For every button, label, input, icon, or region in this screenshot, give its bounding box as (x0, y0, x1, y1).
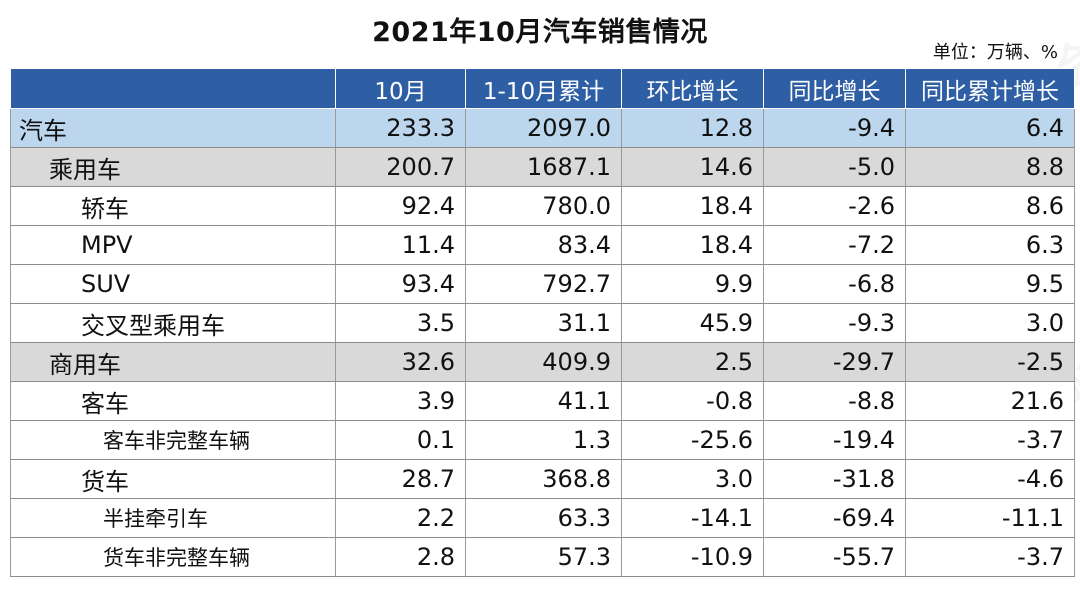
value-cell: 1687.1 (465, 147, 622, 187)
value-cell: -11.1 (905, 498, 1075, 538)
row-label: 乘用车 (10, 147, 336, 187)
value-cell: 6.4 (905, 108, 1075, 148)
sales-table: 10月 1-10月累计 环比增长 同比增长 同比累计增长 汽车 233.3 2097… (10, 68, 1075, 577)
table-row: 交叉型乘用车 3.5 31.1 45.9 -9.3 3.0 (10, 303, 1075, 343)
row-label: MPV (10, 225, 336, 265)
value-cell: 11.4 (335, 225, 466, 265)
value-cell: -8.8 (763, 381, 906, 421)
value-cell: 200.7 (335, 147, 466, 187)
value-cell: 18.4 (621, 186, 764, 226)
value-cell: -25.6 (621, 420, 764, 460)
value-cell: 92.4 (335, 186, 466, 226)
value-cell: -2.5 (905, 342, 1075, 382)
header-cell (10, 68, 336, 109)
value-cell: 2097.0 (465, 108, 622, 148)
row-label: SUV (10, 264, 336, 304)
value-cell: -14.1 (621, 498, 764, 538)
table-row: 汽车 233.3 2097.0 12.8 -9.4 6.4 (10, 108, 1075, 148)
value-cell: 1.3 (465, 420, 622, 460)
value-cell: 18.4 (621, 225, 764, 265)
table-row: MPV 11.4 83.4 18.4 -7.2 6.3 (10, 225, 1075, 265)
table-row: 货车非完整车辆 2.8 57.3 -10.9 -55.7 -3.7 (10, 537, 1075, 577)
value-cell: 3.5 (335, 303, 466, 343)
row-label: 交叉型乘用车 (10, 303, 336, 343)
value-cell: -7.2 (763, 225, 906, 265)
row-label: 客车非完整车辆 (10, 420, 336, 460)
value-cell: -69.4 (763, 498, 906, 538)
page-title: 2021年10月汽车销售情况 (372, 17, 708, 48)
table-row: 货车 28.7 368.8 3.0 -31.8 -4.6 (10, 459, 1075, 499)
value-cell: 3.9 (335, 381, 466, 421)
value-cell: -2.6 (763, 186, 906, 226)
value-cell: -4.6 (905, 459, 1075, 499)
row-label: 商用车 (10, 342, 336, 382)
row-label: 货车非完整车辆 (10, 537, 336, 577)
value-cell: -3.7 (905, 537, 1075, 577)
value-cell: 93.4 (335, 264, 466, 304)
header-row: 10月 1-10月累计 环比增长 同比增长 同比累计增长 (10, 68, 1075, 109)
header-cell: 10月 (335, 68, 466, 109)
value-cell: 792.7 (465, 264, 622, 304)
value-cell: -3.7 (905, 420, 1075, 460)
value-cell: 41.1 (465, 381, 622, 421)
value-cell: 63.3 (465, 498, 622, 538)
table-row: 半挂牵引车 2.2 63.3 -14.1 -69.4 -11.1 (10, 498, 1075, 538)
row-label: 轿车 (10, 186, 336, 226)
row-label: 客车 (10, 381, 336, 421)
value-cell: -9.4 (763, 108, 906, 148)
value-cell: 31.1 (465, 303, 622, 343)
row-label: 货车 (10, 459, 336, 499)
value-cell: 21.6 (905, 381, 1075, 421)
value-cell: 14.6 (621, 147, 764, 187)
value-cell: 12.8 (621, 108, 764, 148)
value-cell: -9.3 (763, 303, 906, 343)
row-label: 半挂牵引车 (10, 498, 336, 538)
value-cell: -19.4 (763, 420, 906, 460)
unit-note: 单位：万辆、% (932, 42, 1058, 63)
header-cell: 同比累计增长 (905, 68, 1075, 109)
table-row: 商用车 32.6 409.9 2.5 -29.7 -2.5 (10, 342, 1075, 382)
header-cell: 1-10月累计 (465, 68, 622, 109)
header-cell: 同比增长 (763, 68, 906, 109)
value-cell: 3.0 (905, 303, 1075, 343)
row-label: 汽车 (10, 108, 336, 148)
value-cell: -0.8 (621, 381, 764, 421)
table-row: 轿车 92.4 780.0 18.4 -2.6 8.6 (10, 186, 1075, 226)
value-cell: 8.8 (905, 147, 1075, 187)
value-cell: 233.3 (335, 108, 466, 148)
value-cell: 28.7 (335, 459, 466, 499)
value-cell: -29.7 (763, 342, 906, 382)
value-cell: 8.6 (905, 186, 1075, 226)
value-cell: 45.9 (621, 303, 764, 343)
table-row: 乘用车 200.7 1687.1 14.6 -5.0 8.8 (10, 147, 1075, 187)
value-cell: -55.7 (763, 537, 906, 577)
value-cell: -5.0 (763, 147, 906, 187)
value-cell: 32.6 (335, 342, 466, 382)
value-cell: 3.0 (621, 459, 764, 499)
value-cell: 6.3 (905, 225, 1075, 265)
value-cell: 368.8 (465, 459, 622, 499)
value-cell: 0.1 (335, 420, 466, 460)
value-cell: 780.0 (465, 186, 622, 226)
value-cell: 83.4 (465, 225, 622, 265)
header-cell: 环比增长 (621, 68, 764, 109)
value-cell: 9.5 (905, 264, 1075, 304)
value-cell: 2.5 (621, 342, 764, 382)
table-row: 客车非完整车辆 0.1 1.3 -25.6 -19.4 -3.7 (10, 420, 1075, 460)
table-row: 客车 3.9 41.1 -0.8 -8.8 21.6 (10, 381, 1075, 421)
value-cell: 2.8 (335, 537, 466, 577)
value-cell: 2.2 (335, 498, 466, 538)
value-cell: -10.9 (621, 537, 764, 577)
value-cell: 9.9 (621, 264, 764, 304)
value-cell: 409.9 (465, 342, 622, 382)
table-row: SUV 93.4 792.7 9.9 -6.8 9.5 (10, 264, 1075, 304)
value-cell: -6.8 (763, 264, 906, 304)
value-cell: 57.3 (465, 537, 622, 577)
value-cell: -31.8 (763, 459, 906, 499)
